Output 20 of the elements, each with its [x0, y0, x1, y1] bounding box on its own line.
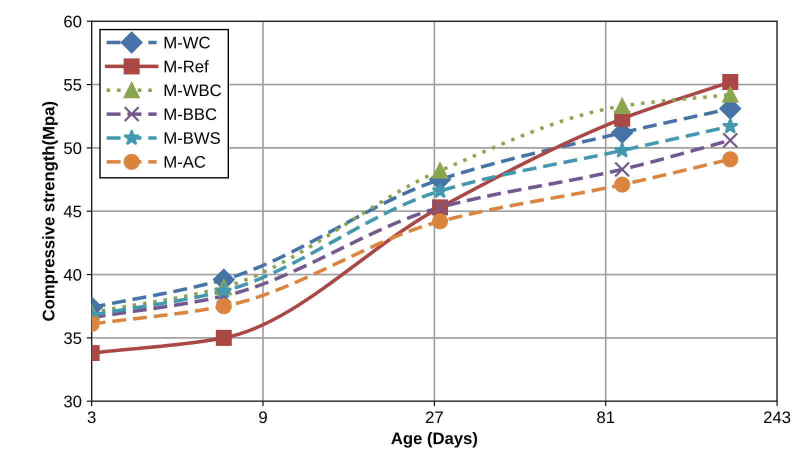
x-axis-title: Age (Days) — [391, 432, 478, 448]
y-tick-label: 55 — [64, 79, 82, 91]
legend-label: M-BWS — [164, 132, 220, 144]
y-tick-label: 45 — [64, 206, 82, 218]
legend-label: M-BBC — [164, 108, 216, 120]
y-tick-label: 40 — [64, 268, 82, 281]
y-tick-label: 35 — [64, 332, 82, 344]
x-tick-label: 9 — [259, 411, 267, 424]
legend-label: M-WC — [164, 36, 210, 48]
x-tick-label: 81 — [597, 411, 614, 424]
x-tick-label: 243 — [764, 411, 790, 424]
y-tick-label: 50 — [64, 142, 82, 154]
y-axis-title: Compressive strength(Mpa) — [42, 102, 58, 321]
legend-label: M-AC — [164, 156, 206, 168]
y-tick-label: 60 — [64, 16, 82, 28]
x-tick-label: 3 — [88, 411, 96, 424]
y-tick-label: 30 — [64, 396, 82, 408]
x-tick-label: 27 — [426, 411, 443, 423]
legend-label: M-Ref — [164, 60, 209, 72]
legend-label: M-WBC — [164, 84, 222, 96]
